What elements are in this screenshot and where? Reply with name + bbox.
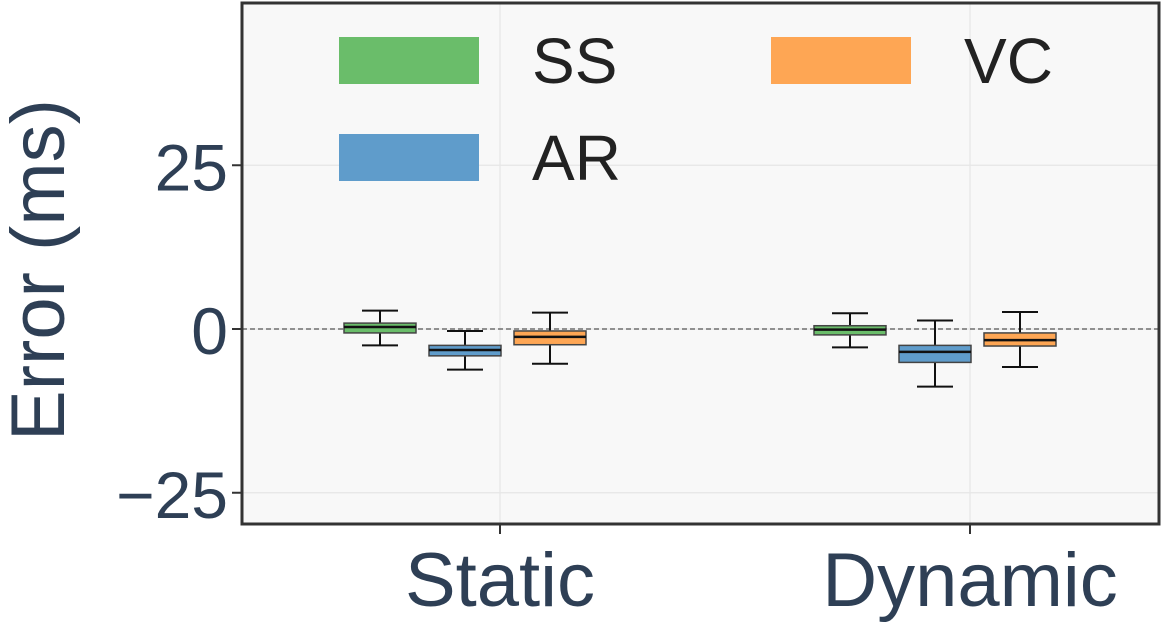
legend: SS AR VC [339,25,1053,194]
x-tick-label-dynamic: Dynamic [822,538,1118,623]
legend-label: AR [532,122,621,194]
plot-frame [240,1,1161,526]
box-groups [343,309,1057,388]
legend-label: SS [532,25,617,97]
legend-swatch [339,37,479,84]
box-ar-static [428,329,502,371]
y-axis-label: Error (ms) [0,99,81,441]
box-vc-static [513,311,587,365]
box-ar-dynamic [898,319,972,388]
x-tick-label-static: Static [405,538,595,623]
legend-item-vc: VC [771,25,1053,97]
legend-label: VC [964,25,1053,97]
legend-item-ss: SS [339,25,617,97]
iqr-box [898,344,972,364]
legend-item-ar: AR [339,122,621,194]
box-ss-dynamic [813,312,887,349]
box-ss-static [343,309,417,347]
y-tick-label: 0 [191,294,228,368]
axis-ticks: 25 0 −25 Static Dynamic [116,130,1118,623]
y-tick-label: 25 [155,130,228,204]
box-vc-dynamic [983,310,1057,368]
legend-swatch [771,37,911,84]
legend-swatch [339,134,479,181]
y-tick-label: −25 [116,458,228,532]
plot-background [242,3,1159,524]
